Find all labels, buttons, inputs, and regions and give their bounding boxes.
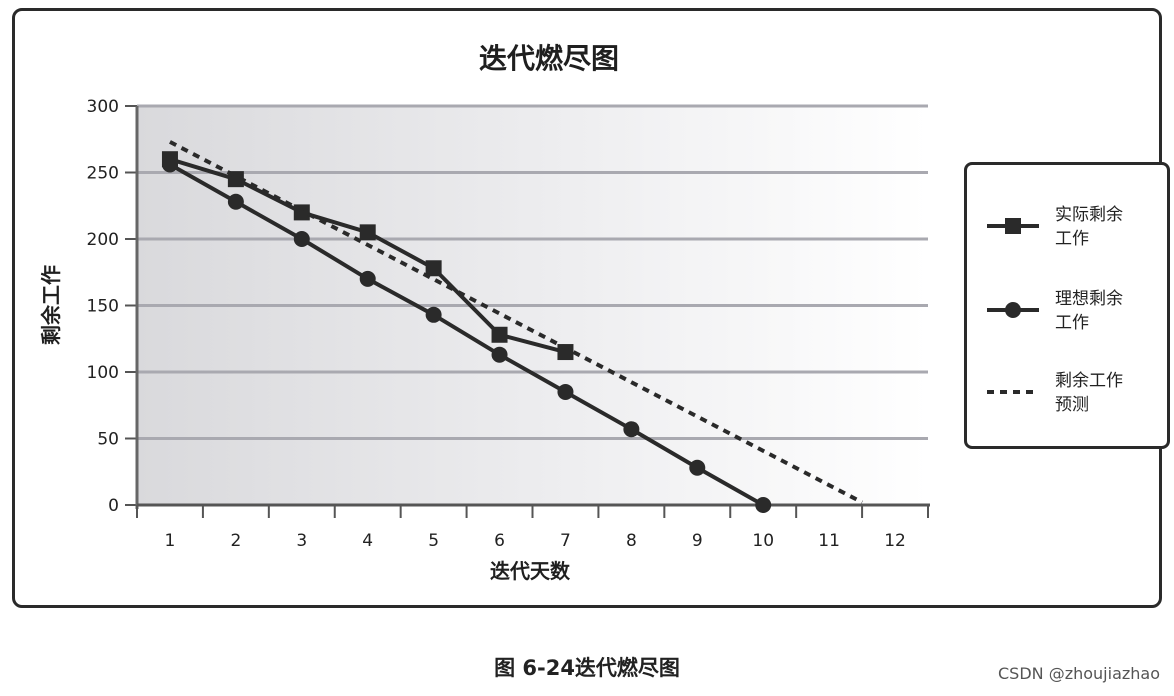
x-tick-labels: 1 2 3 4 5 6 7 8 9 10 11 12 [165,531,906,551]
legend-swatch-forecast [987,390,1039,394]
x-axis-label: 迭代天数 [490,559,571,583]
y-tick-labels: 0 50 100 150 200 250 300 [87,97,119,516]
x-tick-label: 2 [230,531,241,551]
axes [125,105,930,518]
point-ideal [623,421,640,438]
legend-swatch-ideal [987,302,1039,318]
y-tick-label: 300 [87,97,119,117]
y-tick-label: 150 [87,297,119,317]
x-tick-label: 6 [494,531,505,551]
legend: 实际剩余 工作 理想剩余 工作 剩余工作 预测 [964,162,1170,449]
legend-item-actual: 实际剩余 工作 [985,203,1165,259]
x-tick-label: 1 [165,531,176,551]
point-ideal [293,231,310,247]
point-ideal [491,346,508,363]
figure-caption: 图 6-24迭代燃尽图 [494,656,680,680]
point-actual [491,326,508,343]
x-tick-label: 4 [362,531,373,551]
legend-item-ideal: 理想剩余 工作 [985,287,1165,343]
series-line-2 [169,140,864,505]
watermark-text: CSDN @zhoujiazhao [998,664,1160,683]
x-tick-label: 10 [752,531,774,551]
point-actual [359,224,376,241]
y-tick-label: 250 [87,164,119,184]
point-ideal [227,193,244,210]
legend-label-ideal: 理想剩余 工作 [1055,289,1123,333]
point-ideal [359,270,376,287]
legend-label-forecast: 剩余工作 预测 [1055,371,1123,415]
legend-item-forecast: 剩余工作 预测 [985,369,1165,425]
x-tick-label: 8 [626,531,637,551]
x-tick-label: 5 [428,531,439,551]
point-ideal [557,383,574,400]
x-tick-label: 3 [296,531,307,551]
y-tick-label: 0 [108,496,119,516]
y-tick-label: 100 [87,363,119,383]
legend-swatch-actual [987,218,1039,234]
legend-label-actual: 实际剩余 工作 [1055,205,1123,249]
y-axis-label: 剩余工作 [39,265,63,345]
point-ideal [161,156,178,173]
chart-title: 迭代燃尽图 [479,42,619,75]
point-actual [557,344,574,361]
x-tick-label: 12 [884,531,906,551]
point-actual [425,260,442,277]
x-tick-label: 11 [818,531,840,551]
point-ideal [425,306,442,323]
series-line-1 [168,162,765,507]
point-ideal [689,459,706,476]
series-group [161,140,864,513]
y-tick-label: 200 [87,230,119,250]
x-tick-label: 9 [692,531,703,551]
x-tick-label: 7 [560,531,571,551]
point-ideal [755,497,772,513]
y-tick-label: 50 [97,430,119,450]
